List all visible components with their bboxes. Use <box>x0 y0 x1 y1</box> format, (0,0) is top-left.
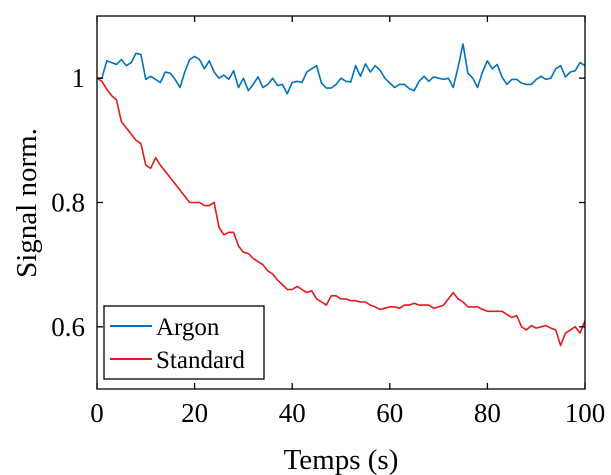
x-tick-label: 40 <box>279 398 306 428</box>
legend-label-standard: Standard <box>156 347 245 374</box>
y-tick-label: 1 <box>72 63 86 93</box>
series-line-argon <box>97 43 586 95</box>
legend-box <box>103 305 265 380</box>
legend: Argon Standard <box>103 305 265 380</box>
y-tick-label: 0.6 <box>51 312 85 342</box>
y-tick-label: 0.8 <box>51 188 85 218</box>
x-tick-label: 80 <box>474 398 501 428</box>
series-line-standard <box>96 77 586 347</box>
x-tick-label: 100 <box>565 398 606 428</box>
y-axis-label: Signal norm. <box>11 128 43 278</box>
axes-layer: 0 20 40 60 80 100 0.6 0.8 1 <box>51 15 606 428</box>
x-tick-label: 60 <box>376 398 403 428</box>
x-tick-label: 20 <box>181 398 208 428</box>
x-tick-label: 0 <box>90 398 104 428</box>
x-axis-label: Temps (s) <box>284 444 399 475</box>
legend-label-argon: Argon <box>156 314 220 341</box>
series-layer <box>96 43 586 347</box>
